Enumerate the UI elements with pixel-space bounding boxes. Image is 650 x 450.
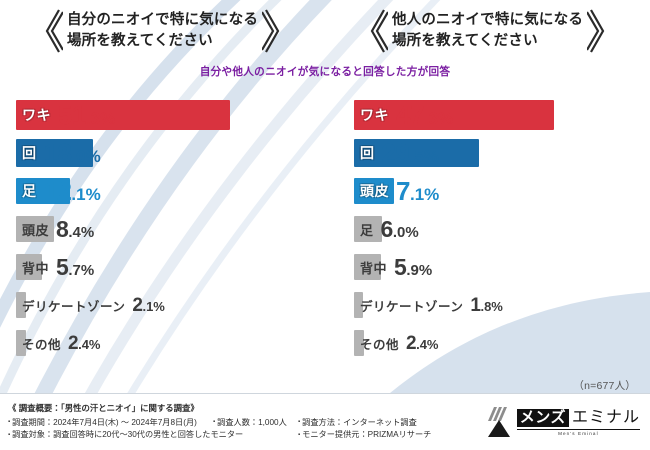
- headers: 自分のニオイで特に気になる 場所を教えてください 他人のニオイで特に気になる 場…: [0, 0, 650, 62]
- chevron-left-decoration: [370, 9, 388, 53]
- bar-fill: [354, 100, 554, 130]
- bar-fill: [354, 178, 394, 204]
- bar-label: その他: [360, 337, 400, 352]
- bar-row: ワキ 51.3%: [16, 96, 326, 134]
- survey-count: 調査人数：1,000人: [213, 417, 298, 430]
- bar-fill: [16, 330, 26, 356]
- bar-value: 5.7%: [56, 253, 95, 280]
- logo-mark-icon: [487, 407, 510, 437]
- logo-eminal-text: エミナル: [571, 408, 640, 426]
- bar-label: 頭皮: [360, 183, 389, 199]
- bar-label: ワキ: [22, 107, 51, 123]
- survey-overview-details: 調査期間：2024年7月4日(木) ～ 2024年7月8日(月) 調査対象：調査…: [8, 417, 486, 442]
- bar-row: 頭皮 7.1%: [354, 172, 650, 210]
- bar-label: デリケートゾーン: [360, 299, 464, 314]
- bar-row: その他 2.4%: [16, 324, 326, 362]
- bar-row: 頭皮 8.4%: [16, 210, 326, 248]
- header-right-text: 他人のニオイで特に気になる 場所を教えてください: [391, 11, 584, 49]
- bar-fill: [354, 330, 364, 356]
- bar-value: 12.1%: [43, 176, 101, 206]
- bar-row: 足 6.0%: [354, 210, 650, 248]
- subtitle: 自分や他人のニオイが気になると回答した方が回答: [199, 66, 451, 78]
- chart-column-self: ワキ 51.3% 回 18.0% 足 12.1% 頭皮 8.4% 背中 5.7% デリケートゾーン 2…: [16, 96, 326, 362]
- survey-period: 調査期間：2024年7月4日(木) ～ 2024年7月8日(月): [8, 417, 213, 430]
- bar-label: 足: [22, 183, 37, 199]
- survey-method: 調査方法：インターネット調査: [298, 417, 431, 430]
- bar-label: ワキ: [360, 107, 389, 123]
- bar-value: 2.4%: [68, 332, 101, 354]
- header-left: 自分のニオイで特に気になる 場所を教えてください: [0, 0, 325, 62]
- bar-value: 51.3%: [58, 100, 116, 130]
- bar-row: 背中 5.7%: [16, 248, 326, 286]
- bar-value: 1.8%: [470, 294, 503, 316]
- survey-overview-title: 《 調査概要：「男性の汗とニオイ」に関する調査》: [8, 403, 199, 414]
- bar-fill: [16, 100, 230, 130]
- bar-fill: [16, 254, 42, 280]
- bar-row: 足 12.1%: [16, 172, 326, 210]
- bar-fill: [354, 254, 381, 280]
- bar-value: 18.0%: [43, 138, 101, 168]
- bar-fill: [354, 216, 382, 242]
- bar-label: 背中: [22, 260, 50, 276]
- bar-label: 回: [22, 145, 37, 161]
- bar-value: 29.5%: [381, 138, 439, 168]
- logo-divider: [516, 428, 640, 430]
- bar-fill: [354, 292, 363, 318]
- bar-value: 8.4%: [56, 215, 95, 242]
- bar-fill: [354, 139, 479, 167]
- logo-mens-text: メンズ: [516, 408, 569, 427]
- bar-row: 回 29.5%: [354, 134, 650, 172]
- bar-value: 2.1%: [132, 294, 165, 316]
- survey-target: 調査対象：調査回答時に20代～30代の男性と回答したモニター: [8, 429, 243, 442]
- bar-label: デリケートゾーン: [22, 299, 126, 314]
- bar-value: 47.3%: [396, 100, 454, 130]
- logo-subtitle: Men's Eminal: [558, 430, 599, 436]
- bar-label: 頭皮: [22, 222, 50, 238]
- bar-fill: [16, 139, 93, 167]
- bar-value: 2.4%: [406, 332, 439, 354]
- bar-row: デリケートゾーン 1.8%: [354, 286, 650, 324]
- bar-label: その他: [22, 337, 62, 352]
- chevron-right-decoration: [587, 9, 605, 53]
- bar-label: 背中: [360, 260, 388, 276]
- bar-row: 回 18.0%: [16, 134, 326, 172]
- bar-row: その他 2.4%: [354, 324, 650, 362]
- bar-label: 足: [360, 222, 374, 238]
- bar-row: ワキ 47.3%: [354, 96, 650, 134]
- bar-fill: [16, 292, 26, 318]
- bar-fill: [16, 178, 70, 204]
- chevron-right-decoration: [262, 9, 280, 53]
- bar-row: 背中 5.9%: [354, 248, 650, 286]
- survey-provider: モニター提供元：PRIZMAリサーチ: [298, 429, 431, 442]
- survey-overview: 《 調査概要：「男性の汗とニオイ」に関する調査》 調査期間：2024年7月4日(…: [0, 402, 486, 442]
- bar-row: デリケートゾーン 2.1%: [16, 286, 326, 324]
- brand-logo: メンズ エミナル Men's Eminal: [486, 407, 650, 437]
- bar-value: 7.1%: [396, 176, 440, 206]
- header-left-text: 自分のニオイで特に気になる 場所を教えてください: [66, 11, 259, 49]
- bar-value: 5.9%: [394, 253, 433, 280]
- sample-size-note: （n=677人）: [573, 380, 636, 392]
- header-right: 他人のニオイで特に気になる 場所を教えてください: [325, 0, 650, 62]
- footer: 《 調査概要：「男性の汗とニオイ」に関する調査》 調査期間：2024年7月4日(…: [0, 393, 650, 450]
- bar-fill: [16, 216, 54, 242]
- chart-column-others: ワキ 47.3% 回 29.5% 頭皮 7.1% 足 6.0% 背中 5.9% デリケートゾーン 1.…: [354, 96, 650, 362]
- bar-value: 6.0%: [380, 215, 419, 242]
- bar-label: 回: [360, 145, 375, 161]
- chevron-left-decoration: [45, 9, 63, 53]
